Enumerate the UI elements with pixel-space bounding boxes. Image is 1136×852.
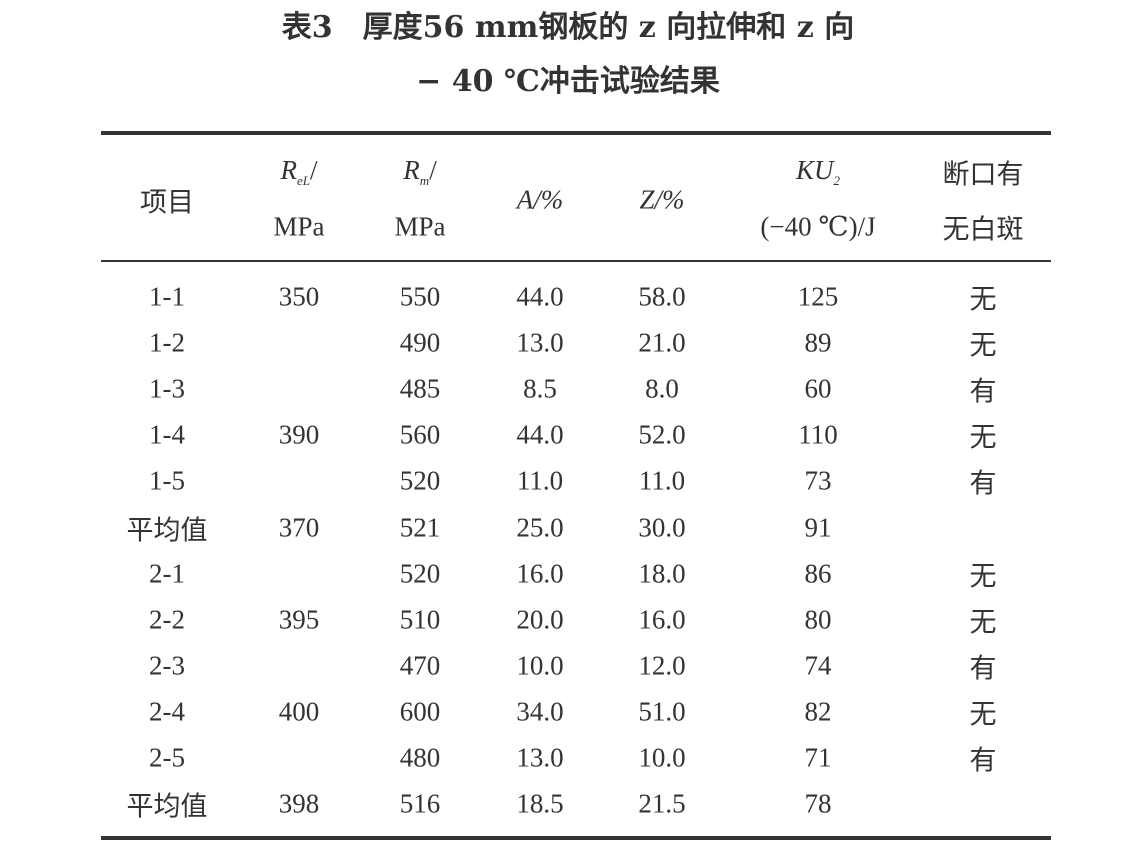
- cell-item: 1-4: [149, 419, 185, 450]
- cell-item: 平均值: [126, 791, 208, 822]
- cell-a: 10.0: [516, 650, 564, 681]
- cell-rel: 390: [278, 419, 320, 450]
- cell-fracture: 无: [969, 699, 997, 730]
- cell-rel: 395: [278, 604, 320, 635]
- cell-fracture: 无: [969, 561, 997, 592]
- cell-a: 16.0: [516, 558, 564, 589]
- cell-ku: 91: [804, 512, 832, 542]
- cell-rel: 400: [278, 696, 320, 727]
- cell-fracture: 无: [969, 284, 997, 315]
- cell-a: 20.0: [516, 604, 564, 635]
- cell-fracture: 有: [969, 745, 997, 776]
- cell-rm: 510: [399, 604, 441, 635]
- cell-z: 30.0: [638, 512, 686, 542]
- cell-z: 51.0: [638, 696, 686, 727]
- cell-ku: 86: [804, 558, 832, 589]
- cell-item: 1-5: [149, 465, 185, 496]
- cell-z: 58.0: [638, 281, 686, 312]
- cell-ku: 89: [804, 327, 832, 358]
- header-fracture-line2: 无白斑: [942, 214, 1024, 245]
- cell-a: 11.0: [516, 465, 564, 496]
- cell-rm: 516: [399, 788, 441, 819]
- cell-ku: 125: [797, 281, 839, 312]
- cell-a: 18.5: [516, 788, 564, 819]
- cell-item: 2-5: [149, 742, 185, 773]
- cell-ku: 80: [804, 604, 832, 635]
- cell-a: 13.0: [516, 327, 564, 358]
- cell-item: 2-3: [149, 650, 185, 681]
- cell-item: 平均值: [126, 515, 208, 545]
- cell-rm: 480: [399, 742, 441, 773]
- cell-z: 16.0: [638, 604, 686, 635]
- cell-z: 12.0: [638, 650, 686, 681]
- cell-rm: 560: [399, 419, 441, 450]
- cell-a: 8.5: [523, 373, 557, 404]
- cell-a: 34.0: [516, 696, 564, 727]
- header-a: A/%: [516, 184, 564, 215]
- cell-z: 10.0: [638, 742, 686, 773]
- cell-fracture: 无: [969, 607, 997, 638]
- cell-rel: 398: [278, 788, 320, 819]
- cell-a: 44.0: [516, 281, 564, 312]
- cell-rm: 485: [399, 373, 441, 404]
- cell-ku: 71: [804, 742, 832, 773]
- cell-z: 21.5: [638, 788, 686, 819]
- cell-rm: 521: [399, 512, 441, 542]
- cell-fracture: 有: [969, 653, 997, 684]
- cell-rm: 520: [399, 465, 441, 496]
- cell-rm: 520: [399, 558, 441, 589]
- cell-ku: 74: [804, 650, 832, 681]
- cell-ku: 110: [798, 419, 838, 450]
- header-rel-unit: MPa: [273, 211, 325, 242]
- cell-ku: 60: [804, 373, 832, 404]
- cell-z: 52.0: [638, 419, 686, 450]
- cell-ku: 82: [804, 696, 832, 727]
- header-rm-unit: MPa: [394, 211, 446, 242]
- header-rule: [101, 260, 1051, 262]
- cell-z: 8.0: [645, 373, 679, 404]
- cell-a: 25.0: [516, 512, 564, 542]
- cell-rm: 470: [399, 650, 441, 681]
- cell-fracture: 有: [969, 468, 997, 499]
- cell-fracture: 有: [969, 376, 997, 407]
- cell-ku: 78: [804, 788, 832, 819]
- cell-item: 2-4: [149, 696, 185, 727]
- cell-rel: 370: [278, 512, 320, 542]
- table-title-line1: 表3 厚度56 mm钢板的 z 向拉伸和 z 向: [281, 10, 855, 45]
- cell-rm: 600: [399, 696, 441, 727]
- header-rel: ReL/: [280, 154, 318, 189]
- cell-rm: 490: [399, 327, 441, 358]
- cell-item: 1-1: [149, 281, 185, 312]
- cell-item: 1-3: [149, 373, 185, 404]
- cell-z: 21.0: [638, 327, 686, 358]
- cell-rel: 350: [278, 281, 320, 312]
- cell-item: 2-1: [149, 558, 185, 589]
- header-ku-unit: (−40 ℃)/J: [760, 211, 876, 242]
- cell-a: 44.0: [516, 419, 564, 450]
- bottom-rule: [101, 836, 1051, 840]
- header-fracture-line1: 断口有: [942, 159, 1024, 190]
- top-rule: [101, 131, 1051, 135]
- cell-fracture: 无: [969, 330, 997, 361]
- cell-ku: 73: [804, 465, 832, 496]
- cell-a: 13.0: [516, 742, 564, 773]
- header-ku: KU2: [795, 154, 841, 189]
- cell-z: 18.0: [638, 558, 686, 589]
- cell-item: 1-2: [149, 327, 185, 358]
- header-item: 项目: [140, 187, 194, 218]
- cell-item: 2-2: [149, 604, 185, 635]
- header-z: Z/%: [639, 184, 685, 215]
- cell-z: 11.0: [638, 465, 686, 496]
- cell-rm: 550: [399, 281, 441, 312]
- table-title-line2: − 40 ℃冲击试验结果: [416, 64, 720, 99]
- header-rm: Rm/: [403, 154, 437, 189]
- cell-fracture: 无: [969, 422, 997, 453]
